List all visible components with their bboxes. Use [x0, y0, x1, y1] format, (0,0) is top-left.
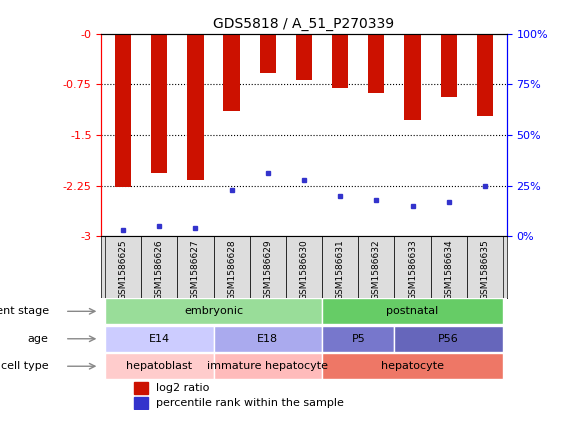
Text: GSM1586634: GSM1586634 [444, 239, 453, 300]
Bar [259, 34, 276, 73]
Bar [431, 236, 467, 298]
Bar [322, 326, 394, 352]
Bar [322, 298, 503, 324]
Text: immature hepatocyte: immature hepatocyte [207, 361, 328, 371]
Bar [368, 34, 384, 93]
Text: cell type: cell type [1, 361, 49, 371]
Bar [322, 353, 503, 379]
Text: GSM1586628: GSM1586628 [227, 239, 236, 300]
Text: percentile rank within the sample: percentile rank within the sample [156, 398, 344, 408]
Bar [105, 326, 214, 352]
Bar [223, 34, 240, 111]
Bar [250, 236, 286, 298]
Text: postnatal: postnatal [386, 306, 439, 316]
Text: E18: E18 [257, 334, 278, 344]
Bar [394, 326, 503, 352]
Text: GSM1586629: GSM1586629 [263, 239, 272, 300]
Bar [214, 326, 322, 352]
Text: embryonic: embryonic [184, 306, 243, 316]
Bar [187, 34, 204, 180]
Bar [134, 382, 148, 394]
Text: hepatoblast: hepatoblast [126, 361, 192, 371]
Text: log2 ratio: log2 ratio [156, 383, 210, 393]
Bar [105, 298, 322, 324]
Text: GSM1586631: GSM1586631 [336, 239, 345, 300]
Text: GSM1586627: GSM1586627 [191, 239, 200, 300]
Bar [214, 236, 250, 298]
Bar [177, 236, 214, 298]
Bar [404, 34, 421, 120]
Bar [322, 236, 358, 298]
Text: age: age [28, 334, 49, 344]
Text: GSM1586630: GSM1586630 [299, 239, 309, 300]
Bar [141, 236, 177, 298]
Bar [394, 236, 431, 298]
Bar [105, 353, 214, 379]
Text: GSM1586626: GSM1586626 [155, 239, 164, 300]
Bar [286, 236, 322, 298]
Bar [477, 34, 493, 116]
Bar [151, 34, 167, 173]
Bar [296, 34, 312, 80]
Text: E14: E14 [149, 334, 170, 344]
Text: GSM1586625: GSM1586625 [119, 239, 127, 300]
Text: GSM1586633: GSM1586633 [408, 239, 417, 300]
Bar [105, 236, 141, 298]
Bar [332, 34, 349, 88]
Bar [134, 397, 148, 409]
Bar [214, 353, 322, 379]
Bar [115, 34, 131, 187]
Bar [441, 34, 457, 96]
Text: GSM1586635: GSM1586635 [481, 239, 489, 300]
Title: GDS5818 / A_51_P270339: GDS5818 / A_51_P270339 [214, 17, 394, 31]
Text: GSM1586632: GSM1586632 [372, 239, 381, 300]
Text: P5: P5 [351, 334, 365, 344]
Text: development stage: development stage [0, 306, 49, 316]
Bar [358, 236, 394, 298]
Text: P56: P56 [438, 334, 459, 344]
Text: hepatocyte: hepatocyte [381, 361, 444, 371]
Bar [467, 236, 503, 298]
